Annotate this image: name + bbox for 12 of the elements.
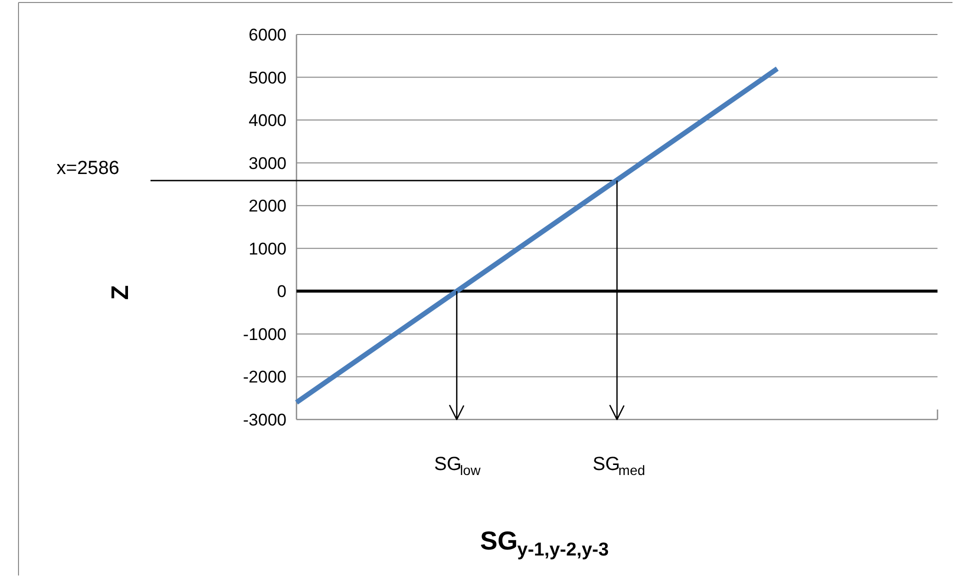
- y-tick-label: -3000: [243, 410, 287, 430]
- y-tick-label: 6000: [248, 26, 287, 44]
- y-tick-label: 1000: [248, 239, 287, 258]
- y-tick-label: 0: [277, 282, 287, 302]
- y-tick-label: 4000: [248, 111, 287, 130]
- y-tick-label: 5000: [248, 68, 287, 88]
- y-tick-label: -2000: [243, 368, 287, 387]
- y-tick-label: 3000: [248, 154, 287, 173]
- ref-line-label: x=2586: [56, 158, 120, 180]
- y-tick-label: -1000: [243, 324, 287, 344]
- y-axis-title: Z: [107, 285, 134, 300]
- y-tick-label: 2000: [248, 196, 287, 216]
